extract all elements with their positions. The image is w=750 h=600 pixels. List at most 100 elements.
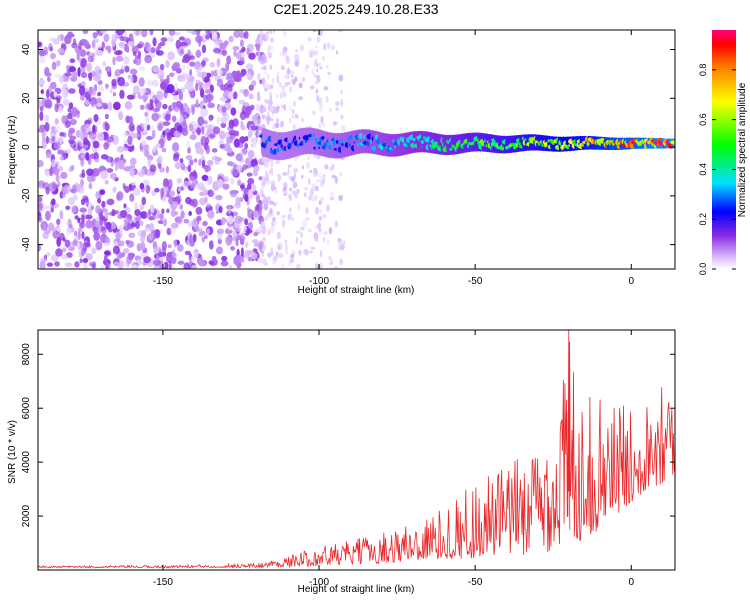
- spectrogram-cell: [177, 216, 183, 225]
- spectrogram-cell: [228, 35, 234, 43]
- spectrogram-cell: [93, 113, 99, 123]
- spectrogram-cell: [114, 32, 119, 40]
- spectrogram-cell: [79, 188, 85, 195]
- spectrogram-cell: [132, 85, 140, 95]
- spectrogram-cell: [38, 213, 42, 221]
- spectrogram-cell: [167, 51, 176, 61]
- spectrogram-cell: [80, 81, 86, 86]
- colorbar-tick-label: 0.8: [698, 64, 708, 77]
- spectrogram-cell: [288, 117, 292, 124]
- spectrogram-cell: [314, 80, 319, 85]
- spectrogram-cell: [139, 211, 148, 219]
- spectrogram-cell: [316, 63, 319, 68]
- spectrogram-cell: [169, 72, 175, 78]
- spectrogram-cell: [76, 241, 81, 249]
- spectrogram-cell: [266, 196, 272, 204]
- spectrogram-cell: [323, 42, 327, 51]
- spectrogram-cell: [275, 93, 279, 99]
- spectrogram-cell: [153, 264, 161, 269]
- spectrogram-cell: [139, 88, 144, 97]
- spectrogram-cell: [184, 250, 191, 256]
- spectrogram-cell: [199, 230, 206, 236]
- spectrogram-cell: [109, 88, 113, 94]
- spectrogram-cell: [268, 91, 273, 95]
- spectrogram-cell: [152, 65, 160, 73]
- spectrogram-cell: [146, 103, 155, 111]
- spectrogram-cell: [140, 241, 146, 251]
- spectrogram-cell: [165, 59, 170, 69]
- spectrogram-cell: [175, 67, 182, 74]
- spectrogram-cell: [340, 125, 346, 132]
- spectrogram-cell: [115, 231, 121, 242]
- spectrogram-cell: [341, 240, 346, 246]
- spectrogram-cell: [195, 206, 203, 215]
- spectrogram-cell: [139, 182, 145, 190]
- spectrogram-cell: [68, 127, 76, 134]
- spectrogram-cell: [123, 131, 128, 138]
- spectrogram-cell: [39, 105, 44, 112]
- spectrogram-cell: [122, 36, 129, 42]
- spectrogram-cell: [99, 189, 106, 196]
- spectrogram-cell: [233, 255, 240, 266]
- spectrogram-cell: [195, 99, 199, 107]
- spectrogram-cell: [124, 65, 130, 73]
- spectrogram-cell: [123, 203, 127, 209]
- spectrogram-cell: [314, 238, 319, 242]
- spectrogram-cell: [254, 43, 261, 48]
- spectrogram-cell: [93, 46, 99, 52]
- spectrogram-cell: [124, 219, 128, 229]
- spectrogram-cell: [207, 102, 216, 109]
- spectrogram-cell: [314, 225, 318, 230]
- spectrogram-cell: [167, 36, 174, 43]
- spectrogram-cell: [257, 257, 264, 264]
- spectrogram-cell: [94, 38, 100, 43]
- spectrogram-cell: [106, 168, 114, 173]
- spectrogram-cell: [81, 143, 89, 149]
- spectrogram-cell: [265, 115, 269, 122]
- spectrogram-cell: [81, 214, 85, 224]
- spectrogram-cell: [239, 136, 246, 144]
- spectrogram-cell: [301, 174, 304, 179]
- spectrogram-cell: [85, 152, 90, 161]
- spectrogram-cell: [145, 115, 150, 124]
- spectrogram-cell: [146, 46, 152, 52]
- spectrogram-cell: [305, 162, 310, 169]
- spectrogram-cell: [42, 222, 47, 231]
- spectrogram-cell: [183, 262, 191, 269]
- spectrogram-cell: [136, 243, 142, 252]
- spectrogram-cell: [319, 106, 323, 113]
- spectrogram-cell: [292, 123, 297, 130]
- x-tick-label: -100: [309, 276, 329, 287]
- spectrogram-cell: [229, 190, 238, 198]
- spectrogram-cell: [95, 240, 103, 251]
- spectrogram-cell: [117, 260, 124, 269]
- spectrogram-cell: [253, 166, 257, 176]
- spectrogram-cell: [227, 83, 233, 94]
- spectrogram-cell: [219, 130, 226, 140]
- spectrogram-cell: [58, 106, 63, 114]
- spectrogram-cell: [290, 253, 295, 259]
- spectrogram-cell: [304, 186, 308, 191]
- spectrogram-cell: [62, 237, 66, 242]
- spectrogram-cell: [270, 180, 276, 188]
- spectrogram-cell: [144, 223, 150, 233]
- spectrogram-cell: [152, 259, 161, 266]
- spectrogram-cell: [206, 93, 212, 104]
- snr-panel: -150 -100 -50 0 2000 4000 6000 8000 Height of s…: [7, 329, 676, 595]
- spectrogram-cell: [154, 100, 162, 110]
- spectrogram-cell: [119, 89, 125, 100]
- spectrogram-cell: [120, 153, 124, 161]
- spectrogram-cell: [92, 32, 99, 38]
- spectrogram-cell: [44, 210, 51, 221]
- spectrogram-cell: [177, 260, 185, 265]
- spectrogram-cell: [139, 104, 145, 110]
- spectrogram-cell: [162, 121, 171, 126]
- x-tick-label: 0: [629, 577, 635, 588]
- spectrogram-cell: [38, 48, 43, 57]
- spectrogram-cell: [80, 72, 88, 79]
- spectrogram-cell: [272, 201, 278, 206]
- spectrogram-cell: [69, 140, 77, 149]
- x-tick-label: 0: [629, 276, 635, 287]
- spectrogram-cell: [317, 222, 321, 229]
- spectrogram-cell: [65, 221, 69, 226]
